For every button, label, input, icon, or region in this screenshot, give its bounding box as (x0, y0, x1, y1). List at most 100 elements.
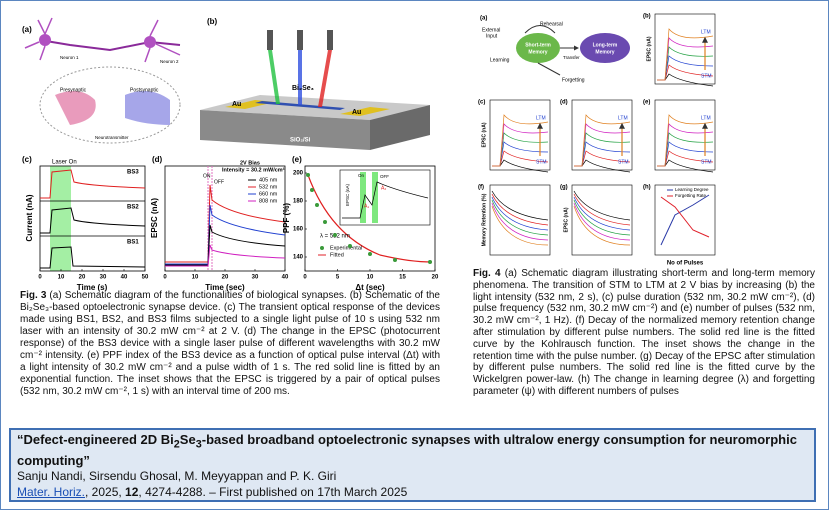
paper-title: “Defect-engineered 2D Bi2Se3-based broad… (17, 432, 814, 468)
x-tick-label: 20 (79, 275, 86, 281)
curve-decor (660, 196, 710, 238)
panel-label: (g) (560, 185, 568, 191)
curve-decor (573, 193, 631, 226)
data-point-decor (310, 188, 314, 192)
label: BS3 (127, 170, 139, 176)
panel-label: (b) (207, 17, 218, 26)
panel-3e: (e) A₁ A₂ On OFF EPSC (nA) λ = 532 nm PP… (282, 155, 436, 292)
x-tick-label: 50 (142, 275, 149, 281)
x-tick-label: 30 (100, 275, 107, 281)
panel-3a: (a) Neuron 1 Neuron 2 Presynaptic Postsy… (22, 17, 181, 144)
label: SiO₂/Si (290, 138, 311, 144)
data-point-decor (348, 244, 352, 248)
curve-decor (491, 190, 549, 221)
label: Au (232, 101, 241, 108)
label: Neurotransmitter (95, 135, 129, 140)
curve-decor (491, 196, 549, 231)
label: Au (352, 109, 361, 116)
curve-decor (573, 199, 631, 236)
annotation: LTM (536, 115, 546, 121)
inset-y-label: EPSC (nA) (345, 184, 350, 207)
label: External (482, 27, 500, 33)
y-tick-label: 180 (293, 199, 304, 205)
title-part: “Defect-engineered 2D Bi (17, 432, 174, 447)
panel-label: (h) (643, 185, 651, 191)
legend-label: Learning Degree (675, 187, 709, 192)
label: Postsynaptic (130, 87, 159, 93)
curve-decor (657, 150, 714, 167)
annotation: Laser On (52, 160, 77, 166)
annotation: A₁ (364, 203, 369, 209)
caption-label: Fig. 3 (20, 290, 47, 301)
annotation: 2V Bias (240, 160, 260, 166)
plot-frame (654, 99, 716, 171)
label: Rehearsal (540, 21, 563, 27)
data-point-decor (306, 173, 310, 177)
caption-text: (a) Schematic diagram illustrating short… (473, 268, 815, 397)
curve-decor (573, 196, 631, 231)
curve-decor (491, 193, 549, 226)
label: Memory (528, 49, 547, 55)
plot-frame (654, 13, 716, 85)
curve-decor (574, 159, 631, 173)
pages: , 4274-4288. – First published on 17th M… (138, 484, 408, 499)
annotation: LTM (618, 115, 628, 121)
citation-box: “Defect-engineered 2D Bi2Se3-based broad… (9, 428, 816, 502)
x-tick-label: 40 (282, 275, 289, 281)
label: Presynaptic (60, 87, 87, 93)
label: Neuron 1 (60, 55, 79, 60)
y-axis-label: EPSC (nA) (563, 207, 569, 232)
panel-label: (f) (478, 185, 484, 191)
annotation: STM (618, 159, 629, 165)
data-point-decor (393, 258, 397, 262)
data-point-decor (333, 233, 337, 237)
panel-3d: (d) 2V Bias Intensity = 30.2 mW/cm² ON O… (150, 155, 286, 292)
legend-label: 808 nm (259, 198, 278, 204)
data-point-decor (315, 203, 319, 207)
panel-label: (e) (643, 100, 650, 106)
legend-label: Fitted (330, 252, 344, 258)
year: , 2025, (85, 484, 126, 499)
journal-link[interactable]: Mater. Horiz. (17, 484, 86, 499)
annotation: LTM (701, 115, 711, 121)
label: Long-term (593, 42, 618, 48)
plot-frame (489, 184, 551, 256)
panel-3b: (b) Bi₂Se₃ Au Au SiO₂/Si (200, 17, 430, 150)
x-axis-label: Time (s) (77, 283, 108, 292)
annotation: STM (701, 159, 712, 165)
curve-decor (574, 150, 631, 167)
x-tick-label: 40 (121, 275, 128, 281)
y-tick-label: 200 (293, 171, 304, 177)
curve-decor (492, 150, 549, 167)
label: BS2 (127, 205, 139, 211)
annotation: STM (701, 73, 712, 79)
panel-label: (d) (560, 100, 568, 106)
plot-frame (571, 184, 633, 256)
y-axis-label: EPSC (nA) (646, 36, 652, 61)
x-tick-label: 10 (192, 275, 199, 281)
panel-label: (c) (478, 100, 485, 106)
annotation: ON (203, 173, 211, 179)
y-tick-label: 140 (293, 255, 304, 261)
data-point-decor (428, 260, 432, 264)
label: Short-term (525, 42, 551, 48)
plot-frame (654, 184, 716, 256)
label: Forgetting (562, 77, 585, 83)
figures: (a) Neuron 1 Neuron 2 Presynaptic Postsy… (22, 13, 716, 292)
curve-decor (573, 190, 631, 221)
label: BS1 (127, 240, 139, 246)
authors: Sanju Nandi, Sirsendu Ghosal, M. Meyyapp… (17, 468, 337, 483)
volume: 12 (125, 484, 139, 499)
curve-decor (657, 64, 714, 81)
annotation: STM (536, 159, 547, 165)
legend-label: 660 nm (259, 191, 278, 197)
panel-4a: (a) External Input Rehearsal Short-term … (480, 16, 630, 83)
x-tick-label: 15 (399, 275, 406, 281)
fig4-caption: Fig. 4 (a) Schematic diagram illustratin… (473, 268, 815, 398)
curve-decor (491, 205, 549, 246)
x-tick-label: 30 (252, 275, 259, 281)
x-tick-label: 10 (58, 275, 65, 281)
label: Memory (595, 49, 614, 55)
caption-text: (a) Schematic diagram of the functionali… (20, 290, 440, 397)
